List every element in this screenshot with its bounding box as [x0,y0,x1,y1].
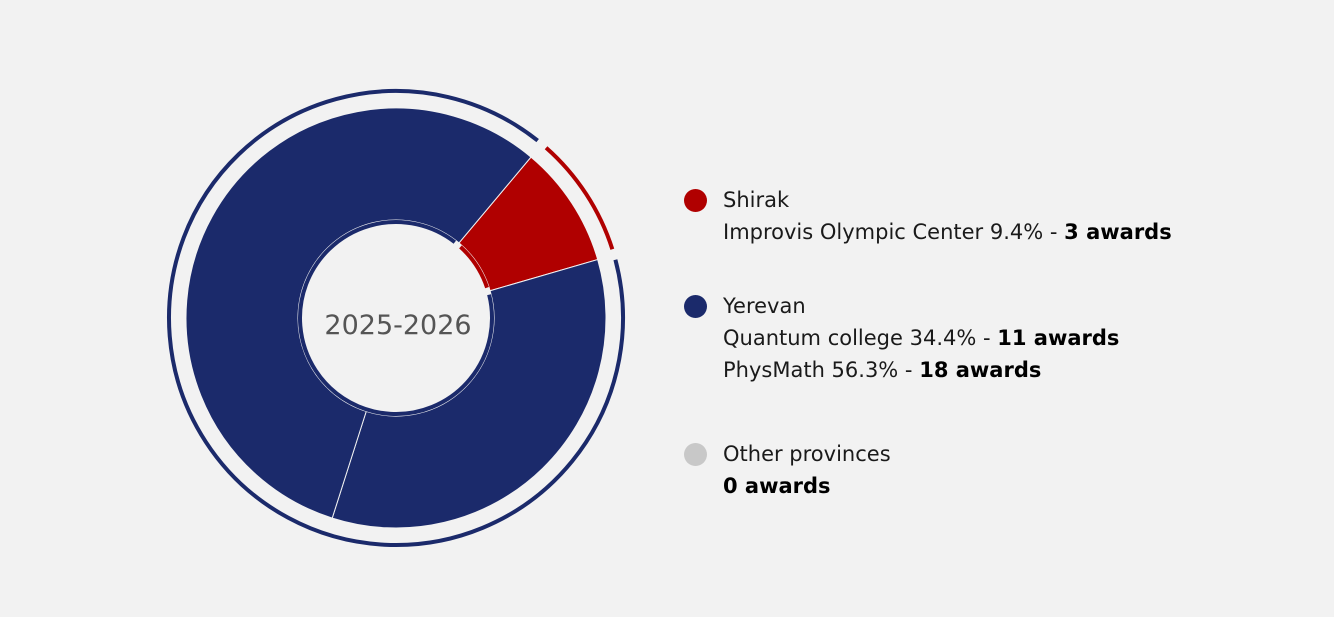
legend-item-improvis: Improvis Olympic Center 9.4% - 3 awards [723,220,1172,244]
legend-item-physmath: PhysMath 56.3% - 18 awards [723,358,1042,382]
legend: Shirak Improvis Olympic Center 9.4% - 3 … [684,184,1304,502]
inner-arc-yerevan [298,220,494,416]
donut-chart: 2025-2026 [167,89,625,547]
inner-province-ring [298,220,494,416]
outer-province-ring [167,89,625,547]
legend-title-other: Other provinces [723,442,891,466]
main-donut-ring [185,107,607,529]
legend-title-yerevan: Yerevan [723,294,806,318]
legend-dot-shirak [684,189,707,212]
outer-arc-yerevan [167,89,625,547]
legend-item-quantum: Quantum college 34.4% - 11 awards [723,326,1120,350]
center-label: 2025-2026 [324,310,471,341]
outer-arc-shirak [544,146,615,250]
legend-item-other: 0 awards [723,474,831,498]
legend-dot-other [684,443,707,466]
legend-group-shirak[interactable]: Shirak Improvis Olympic Center 9.4% - 3 … [684,184,1304,290]
inner-arc-shirak [459,245,489,289]
legend-group-other[interactable]: Other provinces 0 awards [684,438,1304,502]
legend-title-shirak: Shirak [723,188,790,212]
slice-quantum-college[interactable] [331,258,607,529]
legend-dot-yerevan [684,295,707,318]
legend-group-yerevan[interactable]: Yerevan Quantum college 34.4% - 11 award… [684,290,1304,438]
